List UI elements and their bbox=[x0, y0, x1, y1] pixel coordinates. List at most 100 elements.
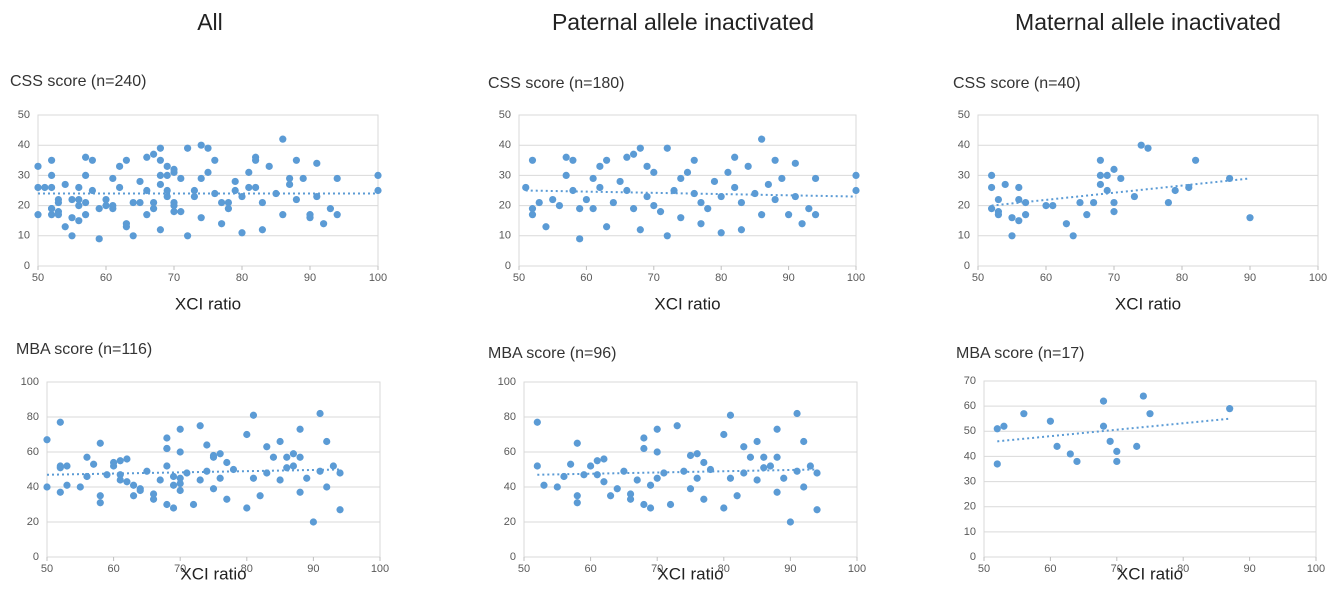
data-point bbox=[633, 476, 641, 484]
data-point bbox=[306, 214, 314, 222]
y-tick-label: 30 bbox=[499, 169, 511, 181]
data-point bbox=[697, 198, 705, 207]
data-point bbox=[660, 469, 668, 477]
data-point bbox=[751, 189, 759, 198]
x-tick-label: 50 bbox=[513, 272, 525, 284]
data-point bbox=[209, 453, 218, 461]
data-point bbox=[731, 183, 739, 192]
data-point bbox=[700, 458, 708, 467]
x-tick-label: 80 bbox=[718, 563, 730, 575]
y-tick-label: 10 bbox=[958, 230, 970, 242]
data-point bbox=[176, 479, 184, 488]
y-tick-label: 20 bbox=[18, 200, 30, 212]
data-point bbox=[643, 192, 651, 201]
x-tick-label: 90 bbox=[784, 563, 796, 575]
data-point bbox=[336, 506, 344, 514]
data-point bbox=[88, 156, 96, 164]
y-tick-label: 100 bbox=[21, 376, 39, 388]
x-tick-label: 50 bbox=[32, 272, 44, 284]
data-point bbox=[1001, 180, 1009, 189]
data-point bbox=[216, 450, 224, 458]
data-point bbox=[1110, 208, 1118, 216]
data-point bbox=[600, 455, 608, 463]
data-point bbox=[204, 144, 212, 152]
data-point bbox=[1015, 195, 1023, 204]
x-tick-label: 90 bbox=[307, 563, 319, 575]
trendline bbox=[537, 468, 818, 476]
y-tick-label: 20 bbox=[958, 200, 970, 212]
data-point bbox=[263, 443, 271, 451]
data-point bbox=[176, 425, 184, 433]
data-point bbox=[683, 168, 692, 176]
y-tick-label: 60 bbox=[27, 446, 39, 458]
data-point bbox=[296, 453, 304, 461]
plot-area bbox=[46, 381, 381, 558]
y-tick-label: 60 bbox=[504, 446, 516, 458]
data-point bbox=[110, 458, 118, 467]
data-point bbox=[196, 422, 204, 430]
data-point bbox=[156, 156, 164, 164]
data-point bbox=[82, 171, 90, 179]
data-point bbox=[626, 495, 635, 503]
y-tick-label: 0 bbox=[24, 260, 30, 272]
data-point bbox=[218, 198, 226, 207]
y-tick-label: 80 bbox=[504, 411, 516, 423]
data-point bbox=[252, 183, 260, 192]
data-point bbox=[286, 174, 294, 183]
x-tick-label: 80 bbox=[241, 563, 253, 575]
subtitle: MBA score (n=116) bbox=[16, 341, 152, 358]
data-point bbox=[636, 144, 644, 152]
x-tick-label: 80 bbox=[715, 272, 727, 284]
data-point bbox=[116, 457, 124, 465]
data-point bbox=[1096, 171, 1104, 179]
x-tick-label: 60 bbox=[1044, 563, 1056, 575]
data-point bbox=[1113, 447, 1121, 455]
data-point bbox=[778, 174, 786, 183]
data-point bbox=[320, 220, 328, 228]
data-point bbox=[252, 156, 260, 164]
x-tick-label: 80 bbox=[1176, 272, 1188, 284]
data-point bbox=[313, 159, 321, 167]
data-point bbox=[76, 483, 84, 491]
data-point bbox=[102, 195, 110, 204]
data-point bbox=[243, 430, 251, 439]
data-point bbox=[1096, 156, 1104, 164]
data-point bbox=[670, 186, 678, 195]
data-point bbox=[603, 156, 611, 164]
data-point bbox=[542, 223, 550, 231]
data-point bbox=[63, 462, 71, 470]
data-point bbox=[54, 211, 63, 219]
data-point bbox=[587, 462, 595, 470]
data-point bbox=[54, 195, 63, 204]
data-point bbox=[613, 485, 621, 493]
data-point bbox=[163, 186, 171, 195]
data-point bbox=[800, 437, 808, 446]
data-point bbox=[276, 437, 284, 446]
data-point bbox=[733, 492, 741, 500]
data-point bbox=[150, 205, 158, 213]
y-tick-label: 0 bbox=[510, 551, 516, 563]
data-point bbox=[1133, 442, 1141, 450]
data-point bbox=[96, 499, 104, 507]
data-point bbox=[109, 174, 117, 183]
data-point bbox=[1015, 183, 1023, 192]
data-point bbox=[589, 205, 597, 213]
data-point bbox=[1066, 450, 1074, 458]
data-point bbox=[793, 409, 801, 418]
data-point bbox=[96, 492, 104, 500]
data-point bbox=[771, 195, 779, 204]
x-tick-label: 100 bbox=[1309, 272, 1327, 284]
data-point bbox=[1022, 198, 1030, 207]
data-point bbox=[169, 481, 178, 489]
data-point bbox=[229, 465, 238, 474]
data-point bbox=[1146, 410, 1154, 418]
data-point bbox=[616, 177, 624, 186]
data-point bbox=[589, 174, 597, 183]
x-tick-label: 90 bbox=[304, 272, 316, 284]
data-point bbox=[569, 156, 577, 164]
data-point bbox=[653, 448, 661, 456]
data-point bbox=[650, 202, 658, 210]
y-tick-label: 30 bbox=[964, 475, 976, 487]
data-point bbox=[143, 186, 151, 195]
data-point bbox=[82, 198, 90, 207]
